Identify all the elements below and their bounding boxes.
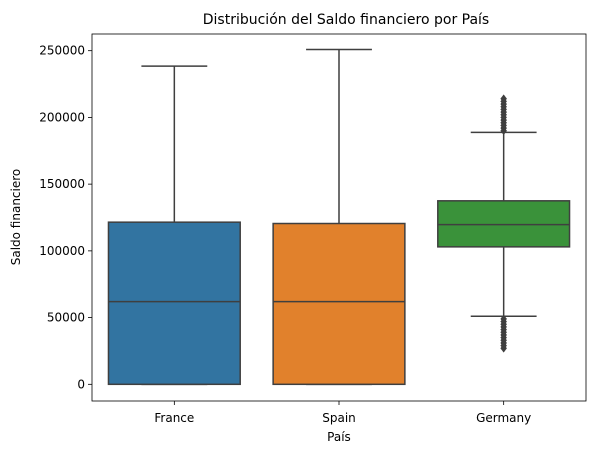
box-body xyxy=(107,221,241,386)
outlier-point xyxy=(500,94,507,104)
box-germany xyxy=(437,94,571,353)
y-axis-label: Saldo financiero xyxy=(9,169,23,266)
y-axis: 0 50000 100000 150000 200000 250000 xyxy=(39,44,92,391)
x-axis: France Spain Germany xyxy=(154,401,531,425)
y-tick-label: 200000 xyxy=(39,110,85,124)
y-tick-label: 250000 xyxy=(39,44,85,58)
x-tick-label: Germany xyxy=(476,411,531,425)
x-tick-label: France xyxy=(154,411,194,425)
box-body xyxy=(272,222,406,386)
plot-frame xyxy=(91,33,587,402)
x-axis-label: País xyxy=(327,430,351,444)
chart-title: Distribución del Saldo financiero por Pa… xyxy=(203,12,489,28)
x-tick-label: Spain xyxy=(322,411,356,425)
box-france xyxy=(107,65,241,386)
y-tick-label: 100000 xyxy=(39,244,85,258)
y-tick-label: 0 xyxy=(77,377,85,391)
plot-area xyxy=(107,48,571,386)
box-spain xyxy=(272,48,406,386)
outlier-point xyxy=(500,314,507,324)
y-tick-label: 50000 xyxy=(47,311,85,325)
y-tick-label: 150000 xyxy=(39,177,85,191)
